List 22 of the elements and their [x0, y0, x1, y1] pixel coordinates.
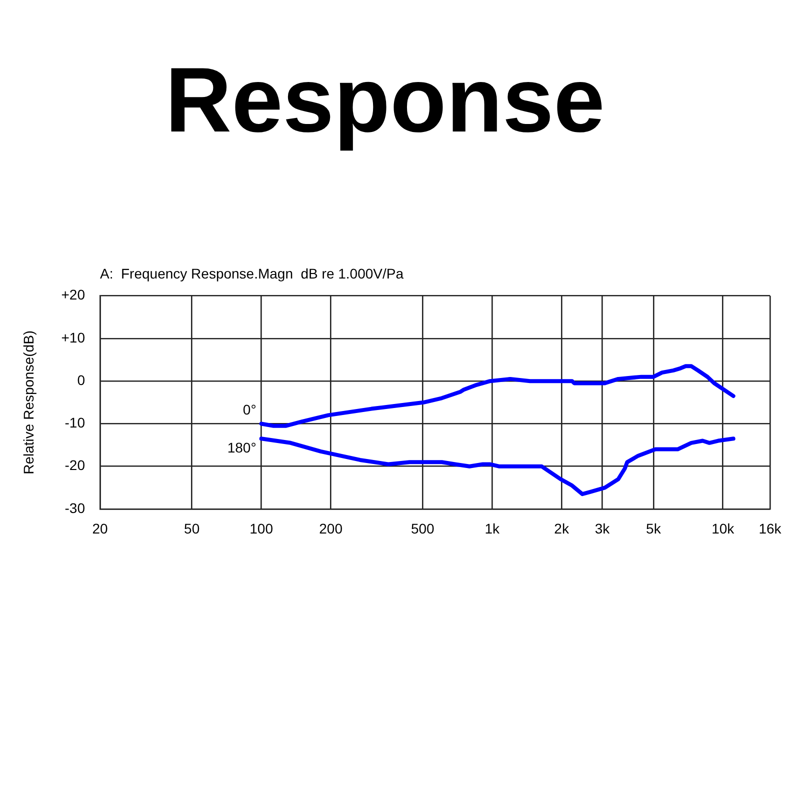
y-tick-label: +10	[61, 329, 86, 346]
chart-title: Response	[165, 50, 605, 152]
series-label: 180°	[227, 440, 256, 456]
x-tick-label: 10k	[712, 520, 736, 536]
chart-subtitle: A: Frequency Response.Magn dB re 1.000V/Pa	[100, 266, 404, 282]
y-tick-label: 0	[77, 372, 86, 388]
x-tick-label: 50	[184, 520, 200, 536]
x-tick-label: 3k	[594, 520, 611, 536]
y-tick-label: -30	[64, 500, 86, 516]
y-tick-label: +20	[61, 286, 86, 303]
y-tick-label: -10	[64, 414, 86, 431]
x-tick-label: 2k	[554, 520, 570, 536]
x-tick-label: 1k	[484, 520, 500, 536]
x-tick-label: 100	[250, 520, 274, 536]
x-tick-label: 20	[92, 520, 108, 536]
x-tick-label: 16k	[758, 520, 782, 536]
y-tick-label: -20	[64, 457, 86, 474]
y-axis-title: Relative Response(dB)	[20, 330, 36, 474]
series-label: 0°	[242, 402, 256, 418]
x-tick-label: 5k	[646, 520, 662, 536]
x-tick-label: 500	[410, 520, 435, 536]
x-tick-label: 200	[319, 520, 343, 536]
